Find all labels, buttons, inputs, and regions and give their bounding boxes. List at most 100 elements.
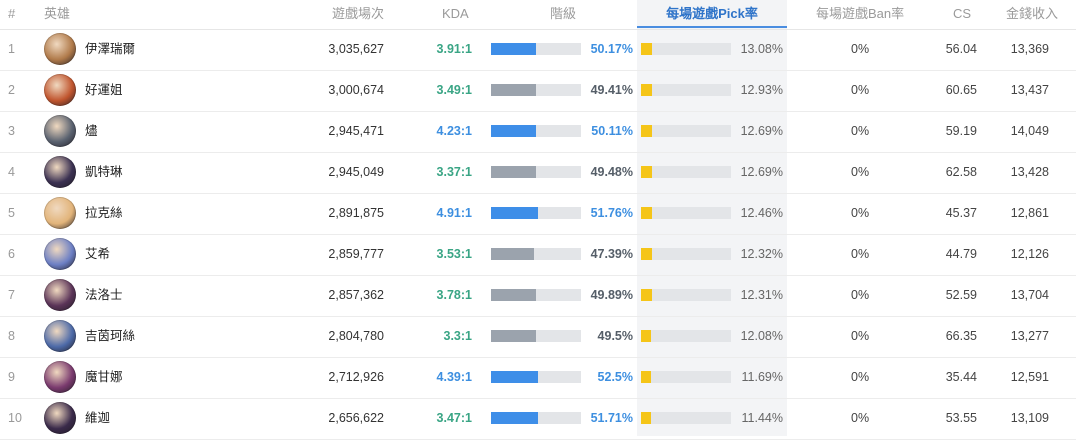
champion-portrait-icon[interactable] bbox=[44, 33, 76, 65]
ban-rate-value: 0% bbox=[851, 165, 870, 179]
table-row[interactable]: 8 吉茵珂絲 2,804,780 3.3:1 49.5% 12.08% 0% 66.35 13,… bbox=[0, 316, 1076, 358]
kda-value: 4.39:1 bbox=[436, 370, 472, 384]
pick-rate-bar-fill bbox=[641, 125, 652, 137]
table-row[interactable]: 1 伊澤瑞爾 3,035,627 3.91:1 50.17% 13.08% 0% 56.04 1… bbox=[0, 29, 1076, 71]
champion-portrait-icon[interactable] bbox=[44, 402, 76, 434]
champion-name[interactable]: 法洛士 bbox=[85, 288, 123, 302]
kda-value: 4.23:1 bbox=[436, 124, 472, 138]
champion-portrait-icon[interactable] bbox=[44, 74, 76, 106]
cs-value: 53.55 bbox=[945, 411, 977, 425]
champion-portrait-icon[interactable] bbox=[44, 197, 76, 229]
pick-rate-bar bbox=[641, 207, 731, 219]
table-header: # 英雄 遊戲場次 KDA 階級 每場遊戲Pick率 每場遊戲Ban率 CS 金… bbox=[0, 0, 1076, 30]
champion-name[interactable]: 燼 bbox=[85, 124, 98, 138]
games-played: 2,857,362 bbox=[328, 288, 384, 302]
win-rate-value: 49.48% bbox=[590, 165, 633, 179]
champion-name[interactable]: 魔甘娜 bbox=[85, 370, 123, 384]
table-row[interactable]: 5 拉克絲 2,891,875 4.91:1 51.76% 12.46% 0% 45.37 12… bbox=[0, 193, 1076, 235]
ban-rate-value: 0% bbox=[851, 247, 870, 261]
pick-rate-value: 12.31% bbox=[740, 288, 783, 302]
pick-rate-bar-fill bbox=[641, 371, 651, 383]
pick-rate-bar-fill bbox=[641, 289, 652, 301]
table-row[interactable]: 9 魔甘娜 2,712,926 4.39:1 52.5% 11.69% 0% 35.44 12,… bbox=[0, 357, 1076, 399]
games-played: 2,804,780 bbox=[328, 329, 384, 343]
ban-rate-value: 0% bbox=[851, 124, 870, 138]
table-row[interactable]: 7 法洛士 2,857,362 3.78:1 49.89% 12.31% 0% 52.59 13… bbox=[0, 275, 1076, 317]
pick-rate-bar-fill bbox=[641, 166, 652, 178]
pick-rate-bar bbox=[641, 166, 731, 178]
pick-rate-bar bbox=[641, 43, 731, 55]
gold-value: 13,369 bbox=[1010, 42, 1049, 56]
champion-portrait-icon[interactable] bbox=[44, 279, 76, 311]
win-rate-bar-fill bbox=[491, 412, 538, 424]
games-played: 2,656,622 bbox=[328, 411, 384, 425]
champion-name[interactable]: 凱特琳 bbox=[85, 165, 123, 179]
champion-name[interactable]: 拉克絲 bbox=[85, 206, 123, 220]
win-rate-value: 52.5% bbox=[597, 370, 633, 384]
win-rate-bar bbox=[491, 43, 581, 55]
gold-value: 13,437 bbox=[1010, 83, 1049, 97]
champion-portrait-icon[interactable] bbox=[44, 320, 76, 352]
win-rate-bar bbox=[491, 166, 581, 178]
header-ban-rate[interactable]: 每場遊戲Ban率 bbox=[816, 6, 905, 21]
header-kda[interactable]: KDA bbox=[442, 6, 469, 21]
games-played: 2,859,777 bbox=[328, 247, 384, 261]
win-rate-bar-fill bbox=[491, 289, 536, 301]
champion-portrait-icon[interactable] bbox=[44, 115, 76, 147]
ban-rate-value: 0% bbox=[851, 42, 870, 56]
rank-number: 6 bbox=[8, 247, 15, 261]
win-rate-bar-fill bbox=[491, 166, 536, 178]
champion-name[interactable]: 伊澤瑞爾 bbox=[85, 42, 136, 56]
table-row[interactable]: 4 凱特琳 2,945,049 3.37:1 49.48% 12.69% 0% 62.58 13… bbox=[0, 152, 1076, 194]
header-tier[interactable]: 階級 bbox=[550, 6, 577, 21]
cs-value: 59.19 bbox=[945, 124, 977, 138]
header-hero[interactable]: 英雄 bbox=[44, 6, 71, 21]
gold-value: 12,861 bbox=[1010, 206, 1049, 220]
table-row[interactable]: 3 燼 2,945,471 4.23:1 50.11% 12.69% 0% 59.19 14,0… bbox=[0, 111, 1076, 153]
games-played: 3,000,674 bbox=[328, 83, 384, 97]
ban-rate-value: 0% bbox=[851, 411, 870, 425]
win-rate-bar-fill bbox=[491, 371, 539, 383]
pick-rate-bar bbox=[641, 125, 731, 137]
pick-rate-value: 12.69% bbox=[740, 165, 783, 179]
kda-value: 3.37:1 bbox=[436, 165, 472, 179]
gold-value: 12,591 bbox=[1010, 370, 1049, 384]
champion-name[interactable]: 好運姐 bbox=[85, 83, 123, 97]
pick-rate-value: 12.46% bbox=[740, 206, 783, 220]
header-pick-rate[interactable]: 每場遊戲Pick率 bbox=[637, 0, 787, 28]
header-games[interactable]: 遊戲場次 bbox=[331, 6, 384, 21]
pick-rate-value: 12.08% bbox=[740, 329, 783, 343]
cs-value: 44.79 bbox=[945, 247, 977, 261]
pick-rate-bar bbox=[641, 330, 731, 342]
kda-value: 3.91:1 bbox=[436, 42, 472, 56]
champion-portrait-icon[interactable] bbox=[44, 361, 76, 393]
header-cs[interactable]: CS bbox=[953, 6, 972, 21]
header-gold[interactable]: 金錢收入 bbox=[1006, 6, 1059, 21]
pick-rate-value: 12.32% bbox=[740, 247, 783, 261]
games-played: 2,945,049 bbox=[328, 165, 384, 179]
cs-value: 62.58 bbox=[945, 165, 977, 179]
pick-rate-bar bbox=[641, 248, 731, 260]
champion-name[interactable]: 艾希 bbox=[85, 247, 111, 261]
champion-name[interactable]: 維迦 bbox=[85, 411, 111, 425]
win-rate-value: 47.39% bbox=[590, 247, 633, 261]
champion-name[interactable]: 吉茵珂絲 bbox=[85, 329, 136, 343]
champion-portrait-icon[interactable] bbox=[44, 156, 76, 188]
games-played: 3,035,627 bbox=[328, 42, 384, 56]
win-rate-bar bbox=[491, 289, 581, 301]
rank-number: 7 bbox=[8, 288, 15, 302]
rank-number: 8 bbox=[8, 329, 15, 343]
ban-rate-value: 0% bbox=[851, 370, 870, 384]
gold-value: 13,704 bbox=[1010, 288, 1049, 302]
table-row[interactable]: 2 好運姐 3,000,674 3.49:1 49.41% 12.93% 0% 60.65 13… bbox=[0, 70, 1076, 112]
champion-portrait-icon[interactable] bbox=[44, 238, 76, 270]
table-row[interactable]: 10 維迦 2,656,622 3.47:1 51.71% 11.44% 0% 53.55 13… bbox=[0, 398, 1076, 440]
pick-rate-value: 12.69% bbox=[740, 124, 783, 138]
pick-rate-bar-fill bbox=[641, 412, 651, 424]
kda-value: 3.53:1 bbox=[436, 247, 472, 261]
win-rate-value: 49.89% bbox=[590, 288, 633, 302]
table-row[interactable]: 6 艾希 2,859,777 3.53:1 47.39% 12.32% 0% 44.79 12,… bbox=[0, 234, 1076, 276]
gold-value: 13,428 bbox=[1010, 165, 1049, 179]
rank-number: 9 bbox=[8, 370, 15, 384]
